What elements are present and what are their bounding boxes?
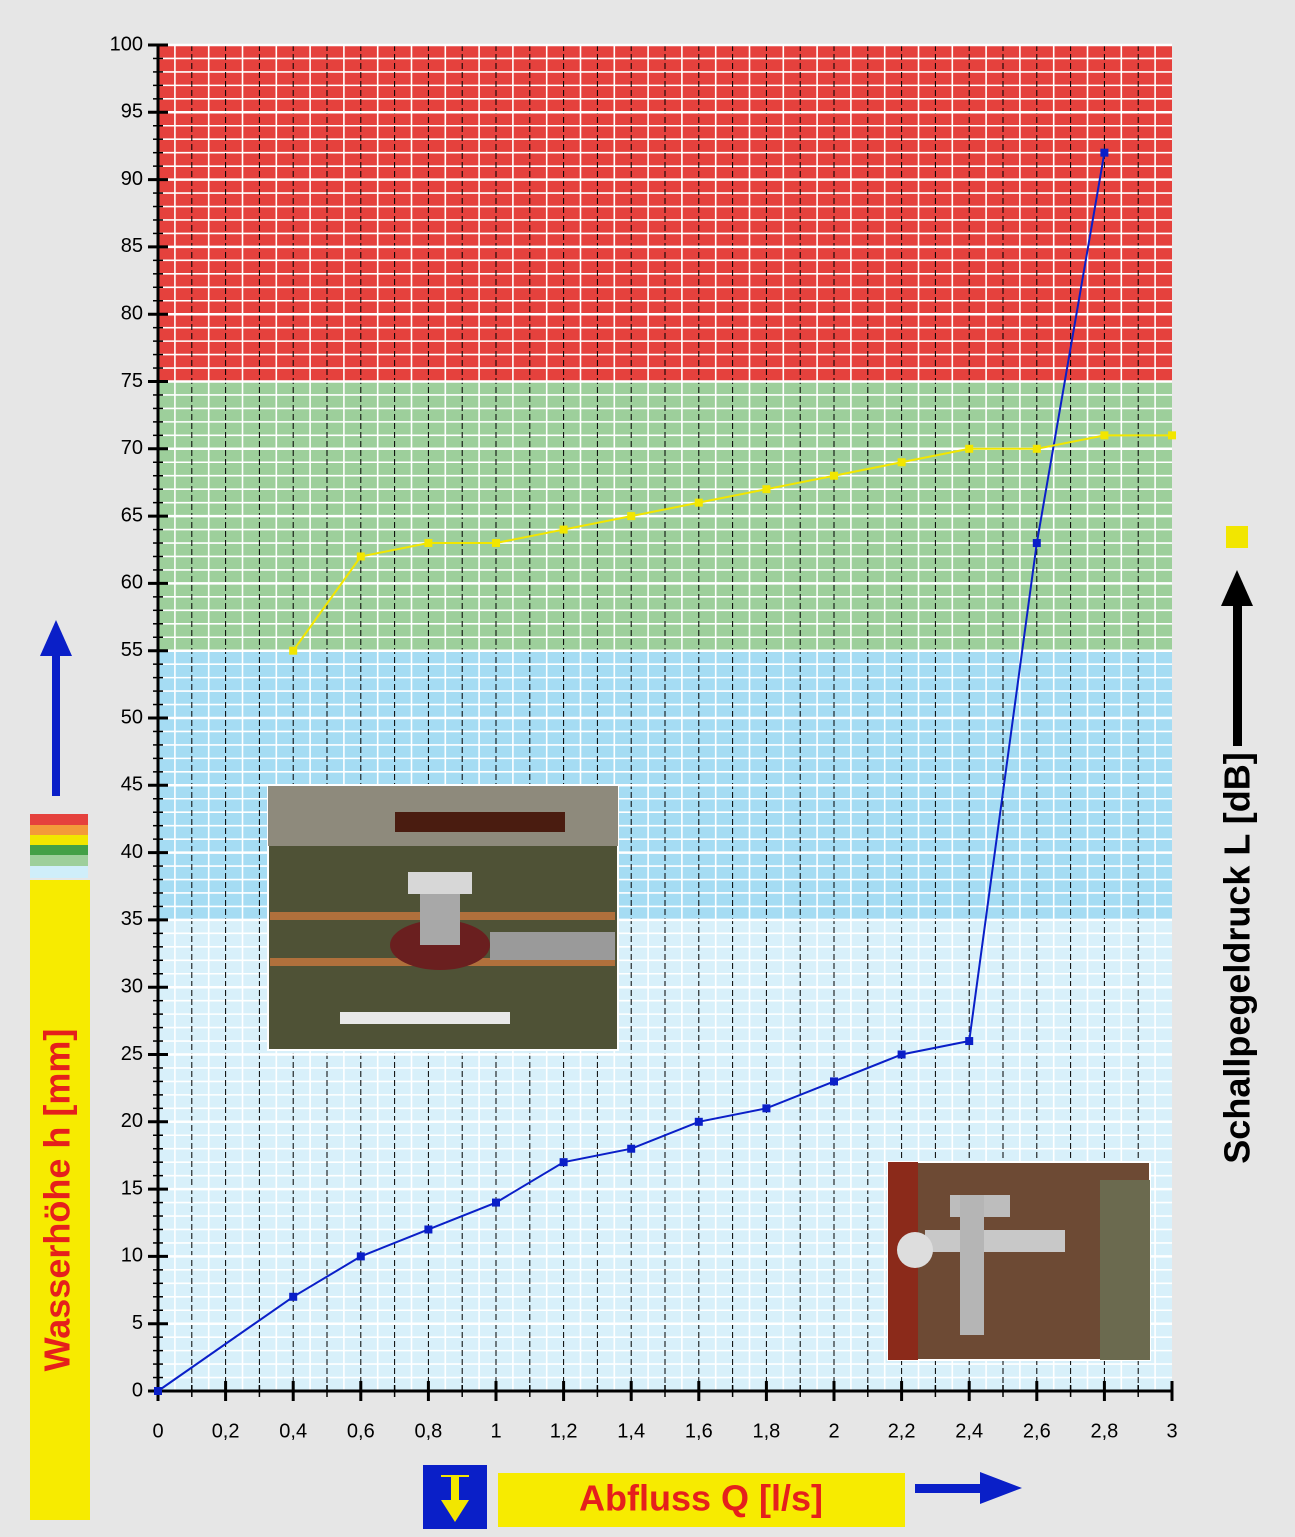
data-point [830,471,838,480]
data-point [1100,148,1109,157]
y-label-box [30,880,90,1520]
data-point [1032,539,1041,548]
x-tick-label: 0,6 [347,1420,375,1442]
x-tick-label: 0,4 [279,1420,307,1442]
y-tick-label: 0 [132,1379,143,1401]
data-point [694,1117,703,1126]
y-tick-label: 5 [132,1312,143,1334]
down-arrow [441,1475,469,1522]
y-tick-label: 95 [121,101,143,123]
data-point [627,1144,636,1153]
data-point [627,512,636,521]
data-point [1100,431,1109,440]
y-tick-label: 15 [121,1177,143,1199]
data-point [762,1104,771,1113]
x-tick-label: 0,2 [212,1420,240,1442]
y2-marker-legend [1226,526,1248,548]
y-arrow [40,620,72,796]
y2-axis-label: Schallpegeldruck L [dB] [1217,752,1258,1163]
data-point [1168,431,1176,440]
data-point [424,539,433,548]
y-tick-label: 30 [121,975,143,997]
data-point [965,1037,974,1046]
photo-tank [267,785,619,1051]
y-tick-label: 25 [121,1043,143,1065]
y-tick-label: 55 [121,639,143,661]
data-point [559,1158,568,1167]
y-tick-label: 50 [121,706,143,728]
data-point [154,1387,162,1395]
x-tick-label: 2,6 [1023,1420,1051,1442]
data-point [559,525,568,534]
data-point [694,498,703,507]
x-tick-label: 1,4 [617,1420,645,1442]
x-tick-label: 0,8 [414,1420,442,1442]
data-point [492,1198,500,1207]
x-tick-label: 1,2 [550,1420,578,1442]
data-point [762,485,771,494]
y2-arrow [1221,570,1253,746]
y-tick-label: 20 [121,1110,143,1132]
y-tick-label: 70 [121,437,143,459]
x-tick-label: 3 [1166,1420,1177,1442]
data-point [356,552,365,561]
y-tick-label: 75 [121,370,143,392]
data-point [830,1077,838,1086]
y-tick-label: 90 [121,168,143,190]
x-label-box [498,1473,905,1527]
x-tick-label: 2 [828,1420,839,1442]
y-tick-label: 10 [121,1245,143,1267]
y-tick-label: 60 [121,572,143,594]
y-tick-label: 35 [121,908,143,930]
y-axis-label: Wasserhöhe h [mm] [37,1029,78,1372]
x-tick-label: 2,4 [955,1420,983,1442]
x-tick-label: 1,8 [752,1420,780,1442]
photo-pipes [887,1161,1151,1361]
x-tick-label: 1,6 [685,1420,713,1442]
data-point [289,646,298,655]
x-tick-label: 2,8 [1090,1420,1118,1442]
data-point [1032,444,1041,453]
x-arrow [915,1472,1022,1504]
x-axis-label: Abfluss Q [l/s] [579,1478,823,1519]
y-tick-label: 40 [121,841,143,863]
y-tick-label: 45 [121,774,143,796]
data-point [897,458,906,467]
y-tick-label: 80 [121,302,143,324]
data-point [356,1252,365,1261]
data-point [897,1050,906,1059]
series-line [292,434,1172,652]
y-tick-label: 65 [121,504,143,526]
color-legend-stripes [30,814,88,878]
data-point [289,1292,298,1301]
x-tick-label: 0 [152,1420,163,1442]
y-tick-label: 100 [110,33,143,55]
data-point [424,1225,433,1234]
data-point [492,539,500,548]
series-line [157,152,1106,1392]
y-tick-label: 85 [121,235,143,257]
data-point [965,444,974,453]
x-tick-label: 1 [490,1420,501,1442]
x-tick-label: 2,2 [888,1420,916,1442]
